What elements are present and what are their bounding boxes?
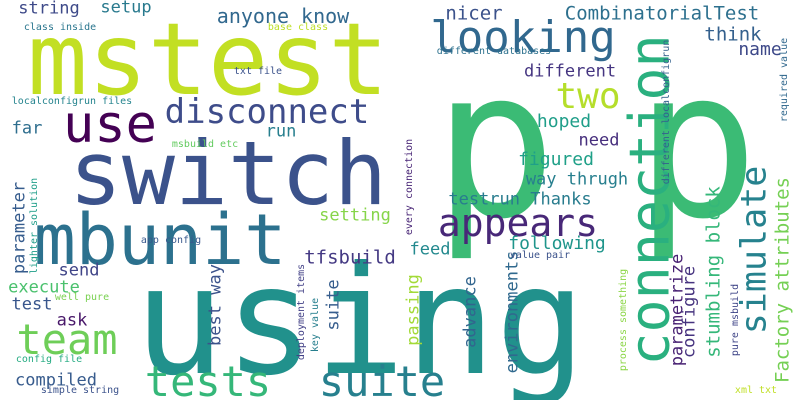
word: test: [11, 294, 53, 315]
word: disconnect: [164, 92, 370, 132]
word: tfsbuild: [304, 246, 396, 269]
word: lighter solution: [29, 177, 40, 275]
word: suite: [318, 357, 446, 400]
word: use: [63, 95, 157, 155]
word: mbunit: [33, 199, 287, 281]
word: anyone know: [216, 4, 350, 28]
word: way thrugh: [525, 169, 629, 190]
word: required value: [779, 37, 790, 123]
word: name: [738, 39, 782, 60]
word: using: [134, 235, 586, 400]
word: configure: [679, 265, 700, 359]
word: passing: [403, 274, 424, 346]
word: different databases: [436, 46, 552, 57]
word: simple string: [40, 385, 120, 396]
word: feed: [409, 239, 451, 260]
word: need: [578, 130, 620, 151]
word: different localconfigrun: [661, 39, 672, 185]
word: looking: [430, 12, 616, 63]
word: config file: [15, 354, 83, 365]
word: process something: [618, 268, 629, 372]
word: stumbling block: [702, 186, 725, 358]
word: tests: [144, 357, 272, 400]
word: simulate: [734, 165, 775, 335]
word: parameter: [9, 181, 30, 275]
word: hoped: [536, 111, 592, 132]
word: best way: [205, 264, 226, 346]
word: different: [523, 61, 617, 82]
word: environments: [502, 250, 523, 374]
word: setting: [319, 205, 391, 226]
word: key value: [310, 297, 321, 353]
word: run: [265, 121, 297, 142]
word: p: [433, 26, 557, 265]
word: base class: [267, 22, 329, 33]
word: CombinatorialTest: [564, 2, 760, 25]
word: Factory attributes: [771, 177, 794, 383]
word: localconfigrun files: [11, 96, 133, 107]
word: txt file: [233, 66, 283, 77]
word: ask: [56, 310, 88, 331]
word: mstest: [27, 1, 389, 118]
word: suite: [323, 279, 344, 331]
word: deployment items: [296, 263, 307, 361]
word: send: [58, 260, 100, 281]
word: execute: [8, 277, 80, 298]
word: following: [508, 233, 606, 254]
word: p: [635, 26, 759, 265]
word: two: [555, 76, 621, 117]
word: figured: [518, 149, 594, 170]
word: string: [18, 0, 80, 19]
word: value pair: [509, 250, 571, 261]
word: appears: [437, 201, 599, 245]
word: well pure: [54, 292, 110, 303]
word: app config: [140, 235, 202, 246]
word: compiled: [15, 370, 97, 391]
word: switch: [69, 122, 387, 225]
word: class inside: [23, 22, 97, 33]
word: every connection: [404, 138, 415, 236]
word: think: [704, 23, 762, 46]
word: setup: [100, 0, 152, 18]
word: xml txt: [734, 385, 778, 396]
word: pure msbuild: [730, 283, 741, 357]
word: far: [11, 118, 43, 139]
word: nicer: [445, 2, 503, 25]
word: advance: [460, 276, 481, 348]
word: testrun Thanks: [448, 189, 592, 210]
word: team: [16, 315, 118, 364]
word: msbuild etc: [171, 139, 239, 150]
